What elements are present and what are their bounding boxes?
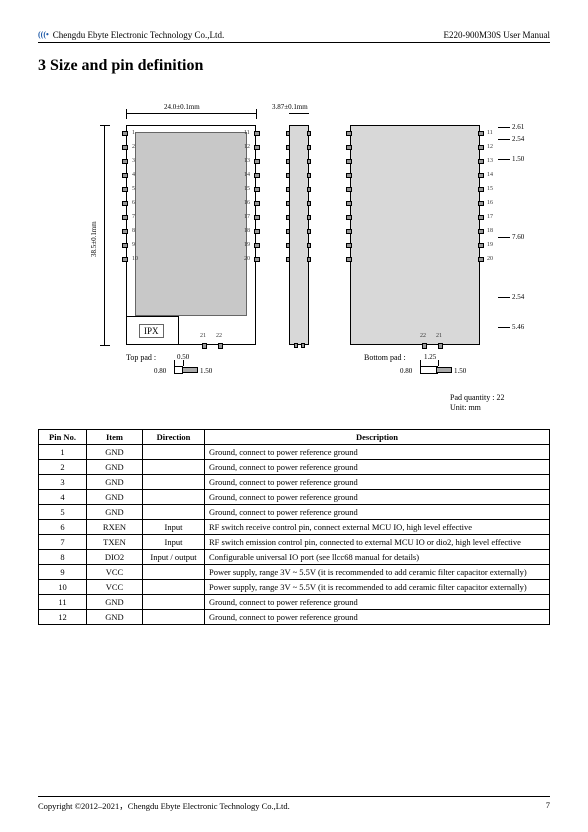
table-header: Direction bbox=[143, 430, 205, 445]
table-row: 11GNDGround, connect to power reference … bbox=[39, 595, 550, 610]
table-row: 7TXENInputRF switch emission control pin… bbox=[39, 535, 550, 550]
table-row: 5GNDGround, connect to power reference g… bbox=[39, 505, 550, 520]
table-row: 6RXENInputRF switch receive control pin,… bbox=[39, 520, 550, 535]
module-diagram: 24.0±0.1mm 3.87±0.1mm 38.5±0.1mm IPX 1 2… bbox=[54, 97, 534, 415]
ipx-label: IPX bbox=[139, 324, 164, 338]
pin-table: Pin No.ItemDirectionDescription 1GNDGrou… bbox=[38, 429, 550, 625]
module-side-view bbox=[289, 125, 309, 345]
logo: (((• bbox=[38, 30, 49, 39]
table-header: Description bbox=[205, 430, 550, 445]
page-number: 7 bbox=[546, 800, 550, 812]
table-header: Item bbox=[87, 430, 143, 445]
module-back-view bbox=[350, 125, 480, 345]
table-row: 10VCCPower supply, range 3V ~ 5.5V (it i… bbox=[39, 580, 550, 595]
top-pad-caption: Top pad : bbox=[126, 353, 156, 362]
module-front-view: IPX bbox=[126, 125, 256, 345]
page-footer: Copyright ©2012–2021，Chengdu Ebyte Elect… bbox=[38, 796, 550, 812]
table-row: 8DIO2Input / outputConfigurable universa… bbox=[39, 550, 550, 565]
table-row: 12GNDGround, connect to power reference … bbox=[39, 610, 550, 625]
section-title: 3 Size and pin definition bbox=[38, 57, 550, 75]
copyright: Copyright ©2012–2021，Chengdu Ebyte Elect… bbox=[38, 800, 290, 812]
doc-title: E220-900M30S User Manual bbox=[444, 30, 551, 40]
page-header: (((• Chengdu Ebyte Electronic Technology… bbox=[38, 30, 550, 43]
table-row: 9VCCPower supply, range 3V ~ 5.5V (it is… bbox=[39, 565, 550, 580]
unit-label: Unit: mm bbox=[450, 403, 481, 412]
company-name: Chengdu Ebyte Electronic Technology Co.,… bbox=[53, 30, 224, 40]
width-dim: 24.0±0.1mm bbox=[164, 103, 200, 111]
thickness-dim: 3.87±0.1mm bbox=[272, 103, 308, 111]
table-row: 3GNDGround, connect to power reference g… bbox=[39, 475, 550, 490]
table-row: 2GNDGround, connect to power reference g… bbox=[39, 460, 550, 475]
table-row: 1GNDGround, connect to power reference g… bbox=[39, 445, 550, 460]
table-header: Pin No. bbox=[39, 430, 87, 445]
height-dim: 38.5±0.1mm bbox=[90, 221, 98, 257]
bottom-pad-caption: Bottom pad : bbox=[364, 353, 406, 362]
table-row: 4GNDGround, connect to power reference g… bbox=[39, 490, 550, 505]
pad-qty: Pad quantity : 22 bbox=[450, 393, 504, 402]
